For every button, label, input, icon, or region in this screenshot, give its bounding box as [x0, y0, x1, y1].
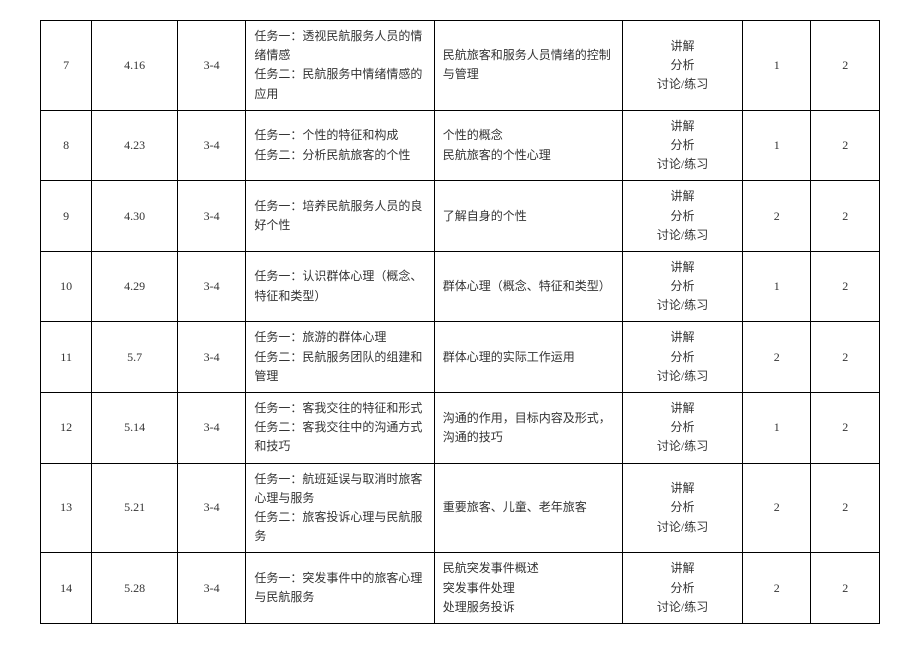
cell-content: 个性的概念 民航旅客的个性心理 [434, 110, 622, 181]
cell-number: 8 [41, 110, 92, 181]
cell-value2: 2 [811, 181, 880, 252]
cell-date: 4.16 [92, 21, 178, 111]
cell-number: 11 [41, 322, 92, 393]
cell-date: 5.14 [92, 393, 178, 464]
cell-tasks: 任务一：培养民航服务人员的良好个性 [246, 181, 434, 252]
cell-date: 4.29 [92, 251, 178, 322]
cell-period: 3-4 [177, 553, 245, 624]
cell-methods: 讲解 分析 讨论/练习 [623, 463, 743, 553]
cell-date: 5.28 [92, 553, 178, 624]
cell-period: 3-4 [177, 21, 245, 111]
cell-methods: 讲解 分析 讨论/练习 [623, 181, 743, 252]
cell-number: 7 [41, 21, 92, 111]
table-body: 74.163-4任务一：透视民航服务人员的情绪情感 任务二：民航服务中情绪情感的… [41, 21, 880, 624]
cell-value1: 1 [742, 393, 810, 464]
cell-number: 12 [41, 393, 92, 464]
table-row: 94.303-4任务一：培养民航服务人员的良好个性了解自身的个性讲解 分析 讨论… [41, 181, 880, 252]
cell-date: 5.7 [92, 322, 178, 393]
cell-content: 民航突发事件概述 突发事件处理 处理服务投诉 [434, 553, 622, 624]
table-row: 84.233-4任务一：个性的特征和构成 任务二：分析民航旅客的个性个性的概念 … [41, 110, 880, 181]
cell-tasks: 任务一：认识群体心理（概念、特征和类型） [246, 251, 434, 322]
cell-methods: 讲解 分析 讨论/练习 [623, 21, 743, 111]
cell-number: 13 [41, 463, 92, 553]
cell-value1: 1 [742, 251, 810, 322]
table-row: 135.213-4任务一：航班延误与取消时旅客心理与服务 任务二：旅客投诉心理与… [41, 463, 880, 553]
cell-value1: 2 [742, 322, 810, 393]
cell-period: 3-4 [177, 322, 245, 393]
cell-value1: 2 [742, 463, 810, 553]
cell-tasks: 任务一：透视民航服务人员的情绪情感 任务二：民航服务中情绪情感的应用 [246, 21, 434, 111]
cell-value1: 1 [742, 21, 810, 111]
cell-value2: 2 [811, 393, 880, 464]
schedule-table: 74.163-4任务一：透视民航服务人员的情绪情感 任务二：民航服务中情绪情感的… [40, 20, 880, 624]
table-row: 115.73-4任务一：旅游的群体心理 任务二：民航服务团队的组建和管理群体心理… [41, 322, 880, 393]
cell-period: 3-4 [177, 463, 245, 553]
cell-value2: 2 [811, 251, 880, 322]
cell-content: 民航旅客和服务人员情绪的控制与管理 [434, 21, 622, 111]
cell-value1: 1 [742, 110, 810, 181]
cell-date: 5.21 [92, 463, 178, 553]
cell-content: 重要旅客、儿童、老年旅客 [434, 463, 622, 553]
cell-tasks: 任务一：客我交往的特征和形式 任务二：客我交往中的沟通方式和技巧 [246, 393, 434, 464]
cell-value2: 2 [811, 553, 880, 624]
cell-tasks: 任务一：航班延误与取消时旅客心理与服务 任务二：旅客投诉心理与民航服务 [246, 463, 434, 553]
cell-value1: 2 [742, 553, 810, 624]
cell-tasks: 任务一：旅游的群体心理 任务二：民航服务团队的组建和管理 [246, 322, 434, 393]
cell-value2: 2 [811, 110, 880, 181]
cell-value2: 2 [811, 322, 880, 393]
table-row: 125.143-4任务一：客我交往的特征和形式 任务二：客我交往中的沟通方式和技… [41, 393, 880, 464]
cell-tasks: 任务一：个性的特征和构成 任务二：分析民航旅客的个性 [246, 110, 434, 181]
cell-number: 9 [41, 181, 92, 252]
cell-value2: 2 [811, 21, 880, 111]
cell-period: 3-4 [177, 251, 245, 322]
cell-methods: 讲解 分析 讨论/练习 [623, 553, 743, 624]
cell-date: 4.30 [92, 181, 178, 252]
cell-methods: 讲解 分析 讨论/练习 [623, 251, 743, 322]
cell-content: 群体心理（概念、特征和类型） [434, 251, 622, 322]
cell-number: 10 [41, 251, 92, 322]
table-row: 74.163-4任务一：透视民航服务人员的情绪情感 任务二：民航服务中情绪情感的… [41, 21, 880, 111]
cell-methods: 讲解 分析 讨论/练习 [623, 110, 743, 181]
cell-value1: 2 [742, 181, 810, 252]
cell-number: 14 [41, 553, 92, 624]
cell-period: 3-4 [177, 393, 245, 464]
table-row: 104.293-4任务一：认识群体心理（概念、特征和类型）群体心理（概念、特征和… [41, 251, 880, 322]
cell-methods: 讲解 分析 讨论/练习 [623, 393, 743, 464]
cell-content: 群体心理的实际工作运用 [434, 322, 622, 393]
cell-period: 3-4 [177, 110, 245, 181]
cell-period: 3-4 [177, 181, 245, 252]
cell-content: 了解自身的个性 [434, 181, 622, 252]
cell-value2: 2 [811, 463, 880, 553]
cell-methods: 讲解 分析 讨论/练习 [623, 322, 743, 393]
table-row: 145.283-4任务一：突发事件中的旅客心理与民航服务民航突发事件概述 突发事… [41, 553, 880, 624]
cell-tasks: 任务一：突发事件中的旅客心理与民航服务 [246, 553, 434, 624]
cell-content: 沟通的作用，目标内容及形式，沟通的技巧 [434, 393, 622, 464]
cell-date: 4.23 [92, 110, 178, 181]
